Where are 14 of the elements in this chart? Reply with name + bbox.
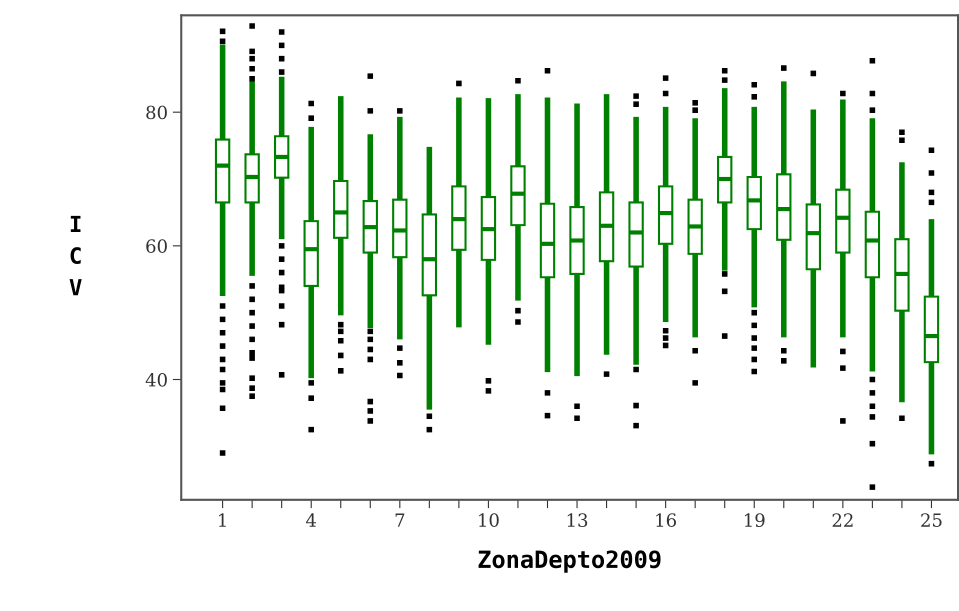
x-tick-label: 13 — [568, 513, 588, 527]
x-tick-label: 4 — [306, 513, 316, 527]
x-tick-label: 25 — [921, 513, 942, 527]
x-tick-label: 19 — [744, 513, 765, 527]
x-axis-title: ZonaDepto2009 — [478, 550, 661, 573]
y-tick-label: 40 — [146, 372, 167, 387]
y-tick-label: 80 — [146, 106, 167, 120]
x-tick-label: 1 — [219, 513, 226, 527]
x-tick-label: 10 — [479, 513, 499, 527]
y-axis-title: ICV — [70, 216, 82, 296]
x-tick-label: 22 — [832, 513, 853, 527]
x-tick-label: 16 — [656, 513, 676, 527]
y-tick-label: 60 — [146, 239, 167, 253]
x-tick-label: 7 — [396, 514, 404, 527]
